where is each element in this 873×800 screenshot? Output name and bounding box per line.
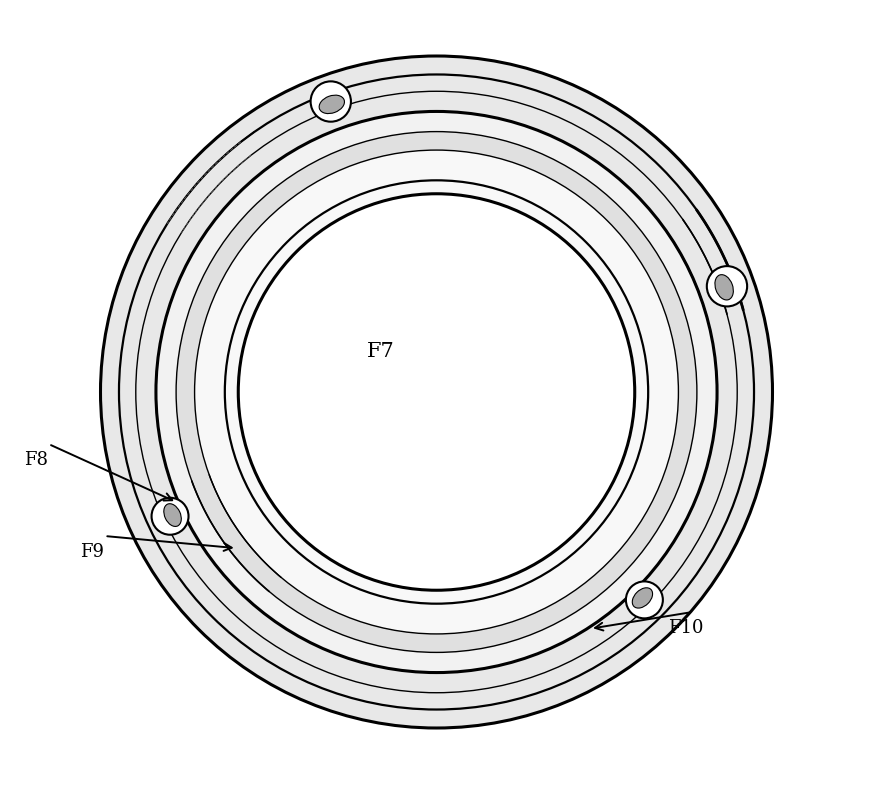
Ellipse shape xyxy=(164,504,182,526)
Circle shape xyxy=(626,582,663,618)
Circle shape xyxy=(152,498,189,534)
Circle shape xyxy=(246,202,627,582)
Ellipse shape xyxy=(320,95,345,114)
Circle shape xyxy=(195,150,678,634)
Text: F10: F10 xyxy=(669,619,704,637)
Circle shape xyxy=(176,131,697,653)
Circle shape xyxy=(707,266,747,306)
Circle shape xyxy=(238,194,635,590)
Text: F9: F9 xyxy=(80,543,105,561)
Circle shape xyxy=(225,180,648,604)
Circle shape xyxy=(311,82,351,122)
Circle shape xyxy=(156,111,717,673)
Ellipse shape xyxy=(715,274,733,300)
Ellipse shape xyxy=(632,588,653,608)
Circle shape xyxy=(100,56,773,728)
Text: F7: F7 xyxy=(367,342,395,362)
Text: F8: F8 xyxy=(24,451,49,469)
